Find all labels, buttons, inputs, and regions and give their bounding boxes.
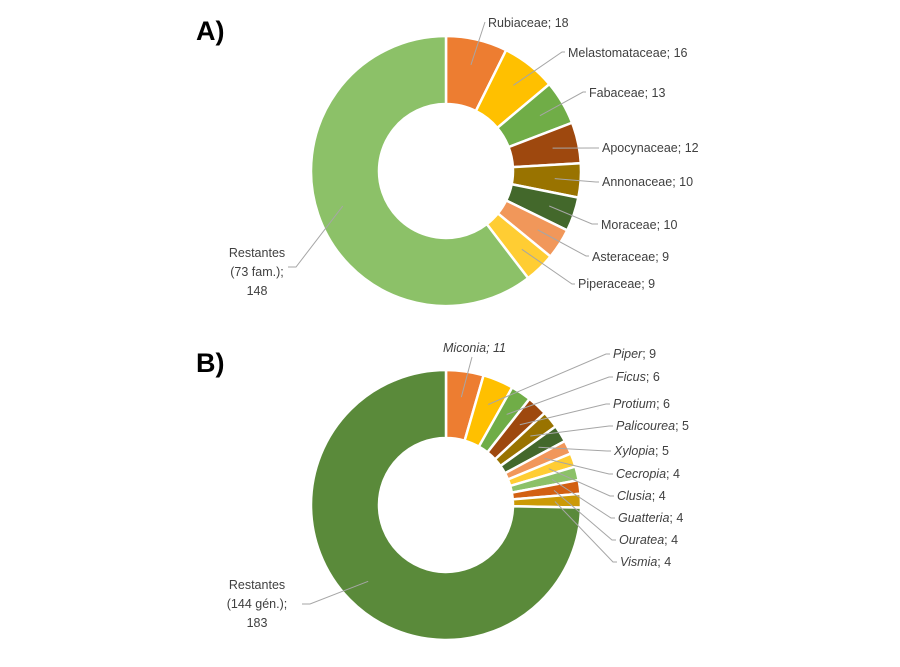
leader-line-ouratea: [553, 489, 616, 541]
data-label-moraceae: Moraceae; 10: [601, 218, 677, 232]
label-value: ; 9: [642, 347, 656, 361]
data-label-ficus: Ficus; 6: [616, 370, 660, 384]
label-value: ; 5: [675, 419, 689, 433]
label-name: Ouratea: [619, 533, 664, 547]
leader-line-moraceae: [549, 205, 598, 225]
data-label-apocynaceae: Apocynaceae; 12: [602, 141, 699, 155]
leader-line-xylopia: [538, 446, 611, 452]
data-label-fabaceae: Fabaceae; 13: [589, 86, 665, 100]
slice-restantes-73-fam: [309, 34, 530, 308]
label-value: ; 4: [666, 467, 680, 481]
label-value: ; 11: [486, 341, 506, 355]
data-label-piper: Piper; 9: [613, 347, 656, 361]
leader-line-protium: [519, 403, 610, 426]
data-label-asteraceae: Asteraceae; 9: [592, 250, 669, 264]
label-name: Palicourea: [616, 419, 675, 433]
data-label-palicourea: Palicourea; 5: [616, 419, 689, 433]
panel-label-b: B): [196, 348, 225, 378]
data-label-line: 183: [247, 616, 268, 630]
label-name: Piper: [613, 347, 643, 361]
data-label-ouratea: Ouratea; 4: [619, 533, 678, 547]
label-name: Clusia: [617, 489, 652, 503]
label-value: ; 6: [656, 397, 670, 411]
data-label-line: (144 gén.);: [227, 597, 287, 611]
leader-line-piperaceae: [521, 248, 575, 285]
label-name: Xylopia: [613, 444, 655, 458]
label-value: ; 5: [655, 444, 669, 458]
leader-line-palicourea: [530, 425, 613, 437]
panel-label-a: A): [196, 16, 225, 46]
label-name: Protium: [613, 397, 656, 411]
data-label-protium: Protium; 6: [613, 397, 670, 411]
data-label-melastomataceae: Melastomataceae; 16: [568, 46, 688, 60]
label-value: ; 4: [657, 555, 671, 569]
label-value: ; 4: [664, 533, 678, 547]
label-value: ; 6: [646, 370, 660, 384]
data-label-cecropia: Cecropia; 4: [616, 467, 680, 481]
leader-line-melastomataceae: [513, 51, 565, 86]
leader-lines: [288, 21, 599, 285]
donut-chart-families: Rubiaceae; 18 Melastomataceae; 16 Fabaceae…: [229, 16, 699, 308]
data-label-xylopia: Xylopia; 5: [613, 444, 669, 458]
leader-line-asteraceae: [537, 229, 589, 257]
leader-lines: [302, 353, 617, 605]
leader-line-fabaceae: [539, 91, 586, 117]
leader-line-clusia: [548, 468, 614, 497]
data-label-line: 148: [247, 284, 268, 298]
slices: [309, 368, 583, 642]
leader-line-vismia: [554, 501, 617, 563]
data-label-piperaceae: Piperaceae; 9: [578, 277, 655, 291]
leader-line-restantes-73-fam: [288, 205, 344, 268]
data-label-vismia: Vismia; 4: [620, 555, 671, 569]
leader-line-rubiaceae: [470, 21, 486, 66]
data-label-restantes-73-fam: Restantes (73 fam.); 148: [229, 246, 285, 298]
data-label-miconia: Miconia; 11: [443, 341, 506, 355]
data-label-restantes-144-g-n: Restantes (144 gén.); 183: [227, 578, 287, 630]
leader-line-annonaceae: [554, 178, 599, 183]
data-label-rubiaceae: Rubiaceae; 18: [488, 16, 569, 30]
data-label-line: (73 fam.);: [230, 265, 284, 279]
leader-line-guatteria: [551, 478, 615, 519]
label-name: Cecropia: [616, 467, 666, 481]
leader-line-restantes-144-g-n: [302, 580, 369, 605]
slices: [309, 34, 583, 308]
label-name: Guatteria: [618, 511, 669, 525]
data-label-line: Restantes: [229, 246, 285, 260]
leader-line-piper: [487, 353, 610, 405]
data-labels: Rubiaceae; 18 Melastomataceae; 16 Fabaceae…: [229, 16, 699, 298]
label-value: ; 4: [669, 511, 683, 525]
data-label-line: Restantes: [229, 578, 285, 592]
data-label-guatteria: Guatteria; 4: [618, 511, 683, 525]
data-label-annonaceae: Annonaceae; 10: [602, 175, 693, 189]
label-value: ; 4: [652, 489, 666, 503]
label-name: Vismia: [620, 555, 657, 569]
leader-line-miconia: [460, 356, 473, 398]
slice-restantes-144-g-n: [309, 368, 583, 642]
data-label-clusia: Clusia; 4: [617, 489, 666, 503]
label-name: Miconia: [443, 341, 486, 355]
label-name: Ficus: [616, 370, 646, 384]
leader-line-cecropia: [544, 457, 613, 475]
leader-line-ficus: [506, 376, 613, 415]
